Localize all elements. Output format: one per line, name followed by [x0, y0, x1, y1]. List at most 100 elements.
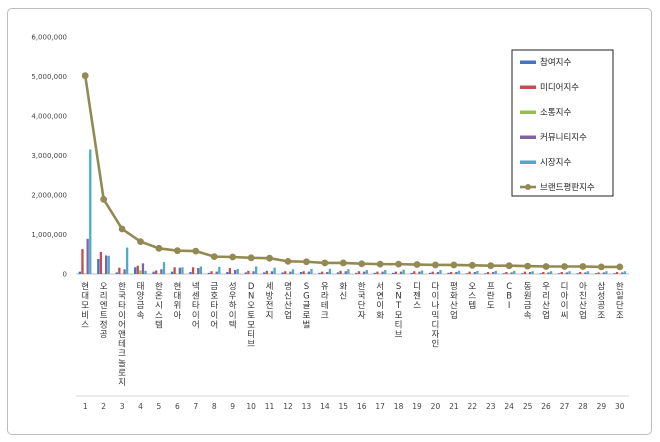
rank-label-21: 21 — [449, 402, 459, 411]
brand-index-point-10 — [247, 254, 255, 262]
rank-label-8: 8 — [212, 402, 217, 411]
bar-4-2 — [104, 255, 108, 274]
bar-4-11 — [270, 271, 274, 274]
bar-5-25 — [531, 271, 534, 274]
bar-4-19 — [418, 271, 421, 274]
bar-1-9 — [226, 272, 229, 274]
bar-2-20 — [431, 271, 434, 274]
bar-4-30 — [621, 272, 624, 274]
brand-index-point-25 — [524, 262, 532, 270]
rank-label-25: 25 — [523, 402, 533, 411]
bar-5-21 — [457, 270, 461, 274]
brand-index-point-21 — [450, 261, 458, 269]
bar-5-8 — [218, 266, 221, 274]
bar-5-22 — [476, 270, 479, 274]
brand-index-point-29 — [597, 263, 605, 271]
rank-label-12: 12 — [283, 402, 293, 411]
bar-1-26 — [539, 273, 542, 274]
x-axis-labels: 현 대 모 비 스 1 오 리 엔 트 정 공 2 한 국 타 이 어 앤 테 크 놀 로 지 3 태 양 금 속 4 한 온 시 스 템 5 현 대 위 아… — [76, 281, 629, 411]
bar-2-9 — [228, 268, 232, 274]
rank-label-13: 13 — [302, 402, 312, 411]
brand-index-point-1 — [81, 72, 89, 80]
bar-4-10 — [252, 271, 255, 274]
bar-5-27 — [568, 271, 571, 274]
rank-label-7: 7 — [193, 402, 198, 411]
bar-2-24 — [505, 272, 508, 274]
y-tick-label: 5,000,000 — [31, 73, 67, 81]
rank-label-26: 26 — [541, 402, 551, 411]
brand-index-point-26 — [542, 263, 550, 270]
bar-2-6 — [173, 267, 176, 274]
legend-label-3: 소통지수 — [540, 108, 571, 118]
bar-2-19 — [413, 271, 416, 274]
bar-1-13 — [299, 272, 303, 274]
bar-1-19 — [410, 272, 413, 274]
bar-5-28 — [586, 271, 590, 274]
rank-label-1: 1 — [83, 402, 88, 411]
y-tick-label: 4,000,000 — [31, 113, 67, 121]
rank-label-23: 23 — [486, 402, 496, 411]
rank-label-19: 19 — [412, 402, 422, 411]
brand-index-point-28 — [579, 263, 587, 270]
bar-5-16 — [365, 270, 368, 274]
bar-5-12 — [291, 269, 295, 274]
rank-label-6: 6 — [175, 402, 180, 411]
brand-index-point-12 — [284, 257, 292, 265]
bar-series-group — [78, 149, 626, 274]
rank-label-11: 11 — [265, 402, 275, 411]
bar-3-4 — [139, 270, 142, 274]
bar-4-22 — [473, 272, 476, 274]
bar-1-25 — [521, 273, 524, 274]
bar-2-2 — [99, 251, 103, 274]
bar-4-16 — [363, 271, 366, 274]
brand-index-point-9 — [229, 253, 237, 261]
rank-label-10: 10 — [246, 402, 256, 411]
bar-4-9 — [233, 270, 237, 274]
bar-5-23 — [494, 270, 497, 274]
brand-index-point-23 — [487, 262, 495, 270]
bar-2-10 — [247, 270, 250, 274]
bar-1-21 — [447, 272, 450, 274]
bar-4-20 — [436, 272, 440, 274]
brand-index-point-3 — [118, 225, 126, 233]
bar-2-5 — [155, 270, 158, 274]
legend-swatch-2 — [520, 85, 536, 89]
y-tick-label: 3,000,000 — [31, 152, 67, 160]
brand-index-point-22 — [468, 261, 476, 269]
bar-4-8 — [215, 271, 218, 274]
bar-1-10 — [244, 272, 247, 274]
bar-1-30 — [613, 273, 616, 274]
rank-label-15: 15 — [339, 402, 349, 411]
brand-index-point-11 — [266, 254, 273, 262]
y-tick-label: 1,000,000 — [31, 231, 67, 239]
bar-2-17 — [376, 271, 379, 274]
brand-index-point-16 — [358, 260, 366, 268]
rank-label-28: 28 — [578, 402, 588, 411]
bar-2-11 — [265, 270, 268, 274]
bar-2-1 — [81, 249, 84, 274]
rank-label-3: 3 — [120, 402, 125, 411]
bar-5-29 — [605, 271, 608, 274]
bar-4-17 — [381, 271, 384, 274]
bar-5-2 — [107, 255, 110, 274]
legend-swatch-4 — [520, 135, 536, 139]
brand-index-point-19 — [413, 261, 421, 268]
bar-2-18 — [394, 271, 397, 274]
